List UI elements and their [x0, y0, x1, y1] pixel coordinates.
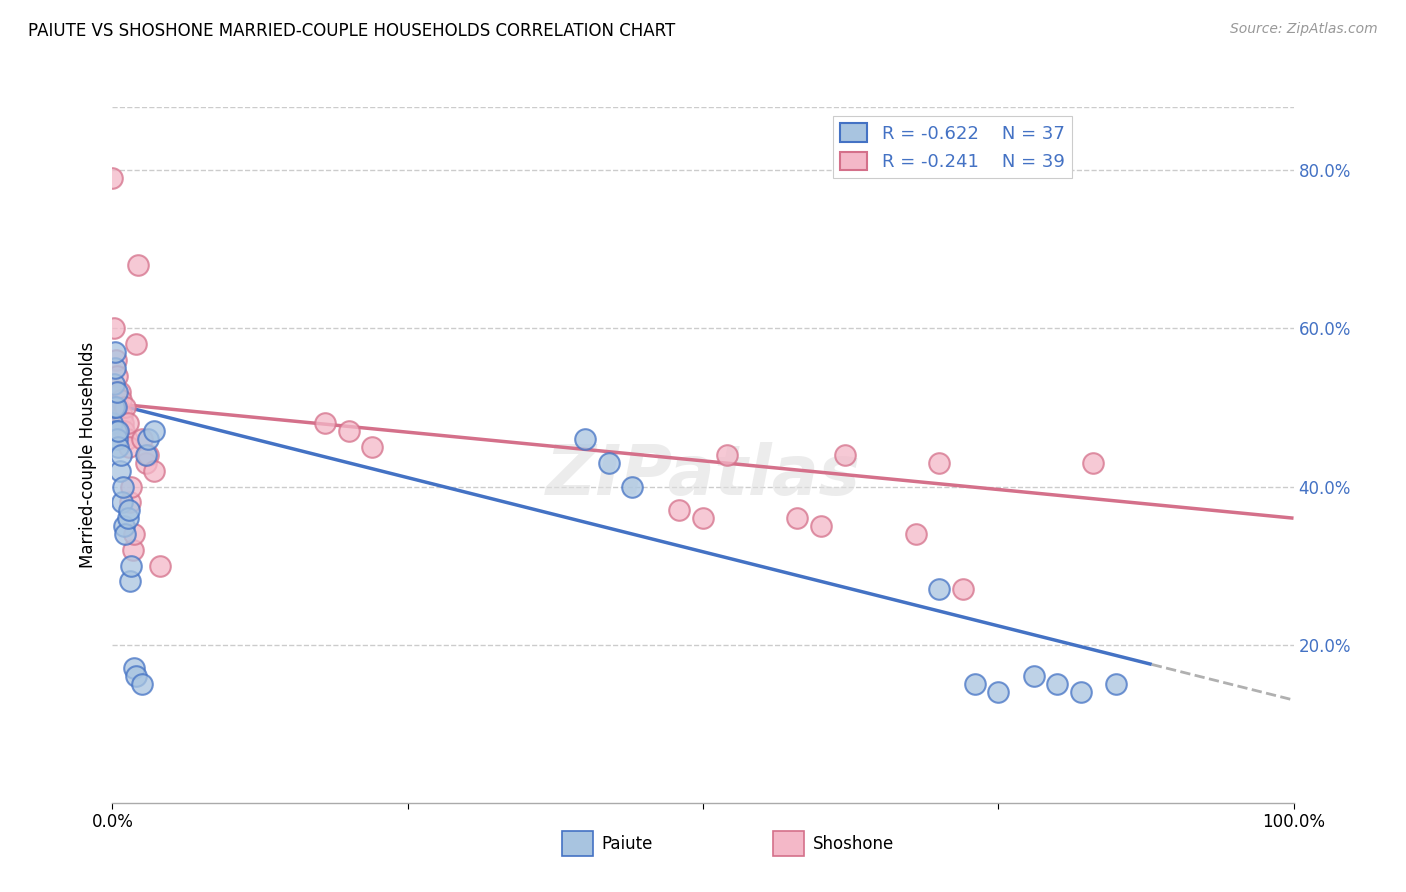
Point	[107, 424, 129, 438]
Point	[110, 448, 132, 462]
Point	[111, 495, 134, 509]
Text: PAIUTE VS SHOSHONE MARRIED-COUPLE HOUSEHOLDS CORRELATION CHART: PAIUTE VS SHOSHONE MARRIED-COUPLE HOUSEH…	[28, 22, 675, 40]
Point	[111, 409, 134, 423]
Point	[120, 574, 142, 589]
Point	[125, 669, 148, 683]
Point	[149, 558, 172, 573]
Point	[112, 519, 135, 533]
Point	[121, 542, 143, 557]
Point	[105, 368, 128, 383]
Point	[107, 401, 129, 415]
Point	[105, 432, 128, 446]
Point	[716, 448, 738, 462]
Point	[114, 527, 136, 541]
Point	[114, 401, 136, 415]
Y-axis label: Married-couple Households: Married-couple Households	[79, 342, 97, 568]
Point	[104, 345, 127, 359]
Point	[108, 384, 131, 399]
Point	[574, 432, 596, 446]
Point	[117, 511, 139, 525]
Point	[621, 479, 644, 493]
Point	[834, 448, 856, 462]
Text: ZIPatlas: ZIPatlas	[546, 442, 860, 509]
Point	[110, 392, 132, 407]
Point	[120, 558, 142, 573]
Point	[136, 448, 159, 462]
Point	[120, 479, 142, 493]
Point	[127, 258, 149, 272]
Point	[104, 360, 127, 375]
Text: Paiute: Paiute	[602, 835, 654, 853]
Point	[112, 479, 135, 493]
Point	[108, 464, 131, 478]
Point	[103, 401, 125, 415]
Text: Shoshone: Shoshone	[813, 835, 894, 853]
Point	[117, 417, 139, 431]
Point	[107, 440, 129, 454]
Point	[103, 321, 125, 335]
Point	[142, 424, 165, 438]
Point	[987, 685, 1010, 699]
Point	[105, 424, 128, 438]
Point	[361, 440, 384, 454]
Point	[131, 432, 153, 446]
Point	[118, 440, 141, 454]
Point	[136, 432, 159, 446]
Point	[115, 432, 138, 446]
Point	[101, 417, 124, 431]
Point	[105, 384, 128, 399]
Point	[1022, 669, 1045, 683]
Point	[101, 171, 124, 186]
Point	[928, 582, 950, 597]
Point	[692, 511, 714, 525]
Point	[112, 424, 135, 438]
Point	[135, 448, 157, 462]
Point	[122, 661, 145, 675]
Point	[1046, 677, 1069, 691]
Point	[142, 464, 165, 478]
Point	[952, 582, 974, 597]
Point	[1070, 685, 1092, 699]
Point	[337, 424, 360, 438]
Point	[135, 456, 157, 470]
Point	[314, 417, 336, 431]
Point	[598, 456, 620, 470]
Point	[1105, 677, 1128, 691]
Point	[120, 495, 142, 509]
Point	[928, 456, 950, 470]
Point	[810, 519, 832, 533]
Point	[112, 417, 135, 431]
Point	[103, 376, 125, 391]
Point	[904, 527, 927, 541]
Point	[786, 511, 808, 525]
Text: Source: ZipAtlas.com: Source: ZipAtlas.com	[1230, 22, 1378, 37]
Point	[668, 503, 690, 517]
Point	[125, 337, 148, 351]
Point	[963, 677, 986, 691]
Point	[1081, 456, 1104, 470]
Point	[118, 503, 141, 517]
Point	[105, 353, 128, 368]
Point	[104, 384, 127, 399]
Point	[122, 527, 145, 541]
Point	[131, 677, 153, 691]
Point	[105, 401, 128, 415]
Legend: R = -0.622    N = 37, R = -0.241    N = 39: R = -0.622 N = 37, R = -0.241 N = 39	[834, 116, 1071, 178]
